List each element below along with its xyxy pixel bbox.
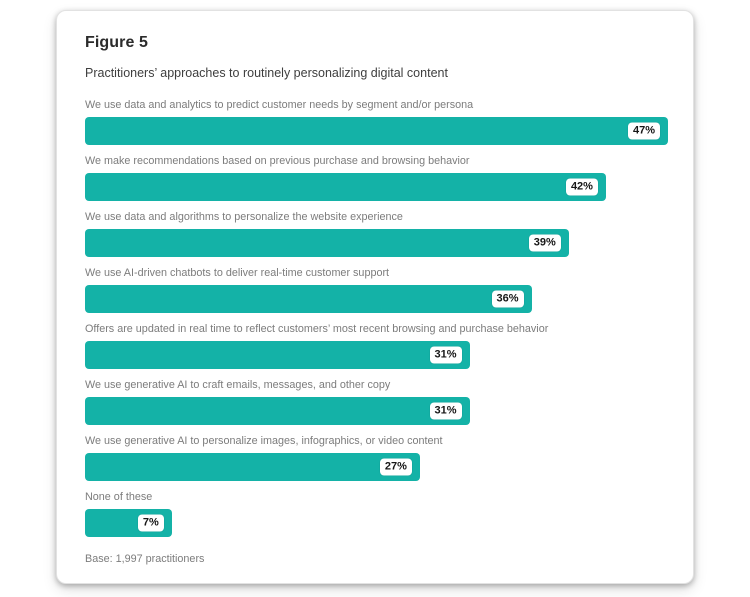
bar: 31%: [85, 341, 470, 369]
bar-row: None of these 7%: [85, 491, 668, 537]
bar-value-badge: 47%: [627, 122, 660, 140]
bar-row: We make recommendations based on previou…: [85, 155, 668, 201]
bar-category-label: We use generative AI to personalize imag…: [85, 435, 443, 447]
bar: 7%: [85, 509, 172, 537]
bar-value-badge: 42%: [565, 178, 598, 196]
bar-category-label: We use data and analytics to predict cus…: [85, 99, 474, 111]
bar: 42%: [85, 173, 606, 201]
bar-row: We use data and analytics to predict cus…: [85, 99, 668, 145]
bar-category-label: We use data and algorithms to personaliz…: [85, 211, 403, 223]
bar-row: We use generative AI to craft emails, me…: [85, 379, 668, 425]
bar-chart: We use data and analytics to predict cus…: [85, 99, 668, 537]
base-note: Base: 1,997 practitioners: [85, 553, 205, 565]
bar-value-badge: 27%: [379, 458, 412, 476]
bar-category-label: We use AI-driven chatbots to deliver rea…: [85, 267, 390, 279]
bar-value-badge: 31%: [429, 402, 462, 420]
bar-value-badge: 31%: [429, 346, 462, 364]
bar-row: We use data and algorithms to personaliz…: [85, 211, 668, 257]
figure-subtitle: Practitioners’ approaches to routinely p…: [85, 66, 448, 80]
bar-row: Offers are updated in real time to refle…: [85, 323, 668, 369]
figure-title: Figure 5: [85, 34, 149, 51]
bar: 36%: [85, 285, 532, 313]
figure-card: Figure 5 Practitioners’ approaches to ro…: [56, 10, 694, 584]
bar-row: We use AI-driven chatbots to deliver rea…: [85, 267, 668, 313]
bar-value-badge: 36%: [491, 290, 524, 308]
bar: 27%: [85, 453, 420, 481]
bar: 47%: [85, 117, 668, 145]
bar-category-label: Offers are updated in real time to refle…: [85, 323, 549, 335]
bar-category-label: None of these: [85, 491, 153, 503]
bar-row: We use generative AI to personalize imag…: [85, 435, 668, 481]
bar-value-badge: 39%: [528, 234, 561, 252]
bar-value-badge: 7%: [137, 514, 164, 532]
bar-category-label: We make recommendations based on previou…: [85, 155, 470, 167]
bar: 31%: [85, 397, 470, 425]
bar: 39%: [85, 229, 569, 257]
bar-category-label: We use generative AI to craft emails, me…: [85, 379, 391, 391]
